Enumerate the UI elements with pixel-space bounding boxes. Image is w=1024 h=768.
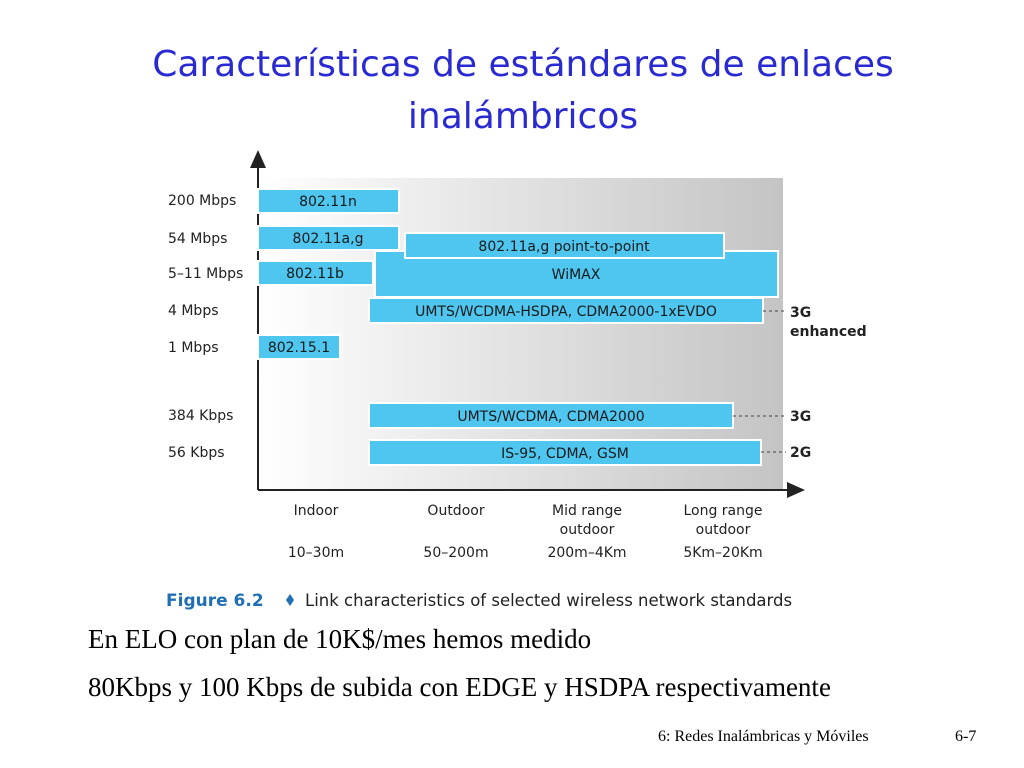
rate-label: 384 Kbps <box>168 408 233 424</box>
leader-lines <box>733 310 786 453</box>
bars: 802.11n 802.11a,g WiMAX 802.11a,g point-… <box>257 188 779 466</box>
range-label: outdoor <box>560 522 615 538</box>
bar <box>257 334 341 360</box>
bar-label: 802.11a,g point-to-point <box>478 239 650 255</box>
bar-label: UMTS/WCDMA, CDMA2000 <box>457 409 644 425</box>
bar-label: 802.11b <box>286 266 344 282</box>
range-label: Outdoor <box>427 503 484 519</box>
bar-label: IS-95, CDMA, GSM <box>501 446 629 462</box>
distance-label: 5Km–20Km <box>683 545 762 561</box>
bar-label: 802.11n <box>299 194 357 210</box>
rate-label: 54 Mbps <box>168 231 227 247</box>
body-line: En ELO con plan de 10K$/mes hemos medido <box>88 624 591 654</box>
caption-text: Link characteristics of selected wireles… <box>305 591 792 610</box>
rate-label: 1 Mbps <box>168 340 219 356</box>
title-line: Características de estándares de enlaces <box>152 44 894 85</box>
range-label: Long range <box>683 503 762 519</box>
caption-label: Figure 6.2 <box>166 591 264 611</box>
generation-label: enhanced <box>790 324 867 340</box>
bar <box>257 188 400 214</box>
rate-labels: 200 Mbps 54 Mbps 5–11 Mbps 4 Mbps 1 Mbps… <box>168 193 243 461</box>
range-label: Mid range <box>552 503 622 519</box>
distance-label: 10–30m <box>288 545 344 561</box>
distance-label: 200m–4Km <box>547 545 626 561</box>
bar-label: UMTS/WCDMA-HSDPA, CDMA2000-1xEVDO <box>415 304 717 320</box>
generation-label: 2G <box>790 445 811 461</box>
rate-label: 56 Kbps <box>168 445 225 461</box>
generation-label: 3G <box>790 305 811 321</box>
bar-label: 802.15.1 <box>268 340 330 356</box>
bar <box>404 232 725 259</box>
bar-label: 802.11a,g <box>293 231 364 247</box>
bar-label: WiMAX <box>552 267 601 283</box>
bar <box>257 225 400 251</box>
range-labels: Indoor Outdoor Mid range outdoor Long ra… <box>288 503 763 561</box>
generation-label: 3G <box>790 409 811 425</box>
caption-bullet <box>286 594 294 606</box>
distance-label: 50–200m <box>423 545 488 561</box>
rate-label: 4 Mbps <box>168 303 219 319</box>
footer-section: 6: Redes Inalámbricas y Móviles <box>658 728 869 745</box>
footer-page: 6-7 <box>955 728 976 745</box>
rate-label: 5–11 Mbps <box>168 266 243 282</box>
range-label: outdoor <box>696 522 751 538</box>
title-line: inalámbricos <box>408 96 638 137</box>
range-label: Indoor <box>294 503 339 519</box>
bar <box>257 260 374 286</box>
rate-label: 200 Mbps <box>168 193 236 209</box>
bar <box>368 297 764 324</box>
body-line: 80Kbps y 100 Kbps de subida con EDGE y H… <box>88 672 831 702</box>
